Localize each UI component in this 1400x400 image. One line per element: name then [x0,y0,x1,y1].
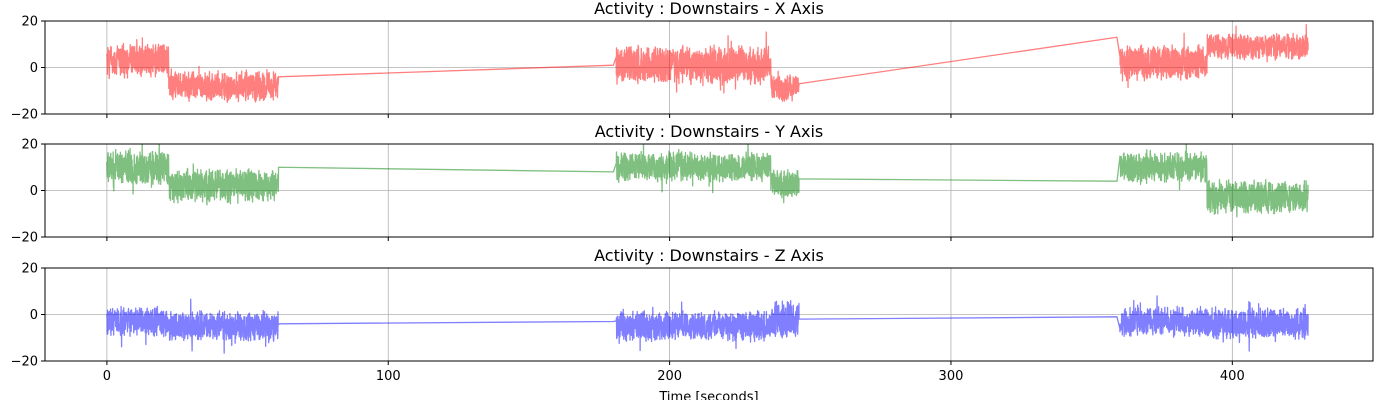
x-tick-label: 0 [103,369,111,384]
y-tick-label: −20 [11,108,38,123]
panel-title-2: Activity : Downstairs - Y Axis [595,122,824,141]
panel-title-1: Activity : Downstairs - X Axis [594,0,824,18]
x-tick-label: 100 [376,369,401,384]
data-series-line-3 [106,295,1309,354]
data-series-line-1 [106,24,1309,103]
data-series-line-2 [106,144,1309,218]
series-group-2 [106,144,1309,218]
x-tick-label: 300 [939,369,964,384]
series-group-3 [106,295,1309,354]
chart-panel-1: −20 0 20 Activity : Downstairs - X Axis [11,0,1374,123]
panel-title-3: Activity : Downstairs - Z Axis [594,246,824,265]
y-tick-label: 0 [30,61,38,76]
x-axis-label: Time [seconds] [658,390,758,400]
y-tick-label: 0 [30,308,38,323]
y-tick-label: 20 [21,15,38,30]
y-tick-label: 20 [21,138,38,153]
series-group-1 [106,24,1309,103]
chart-panel-2: −20 0 20 Activity : Downstairs - Y Axis [11,122,1374,246]
y-tick-label: 0 [30,184,38,199]
y-tick-label: 20 [21,262,38,277]
y-tick-label: −20 [11,355,38,370]
y-tick-label: −20 [11,231,38,246]
x-tick-label: 200 [657,369,682,384]
x-tick-label: 400 [1220,369,1245,384]
